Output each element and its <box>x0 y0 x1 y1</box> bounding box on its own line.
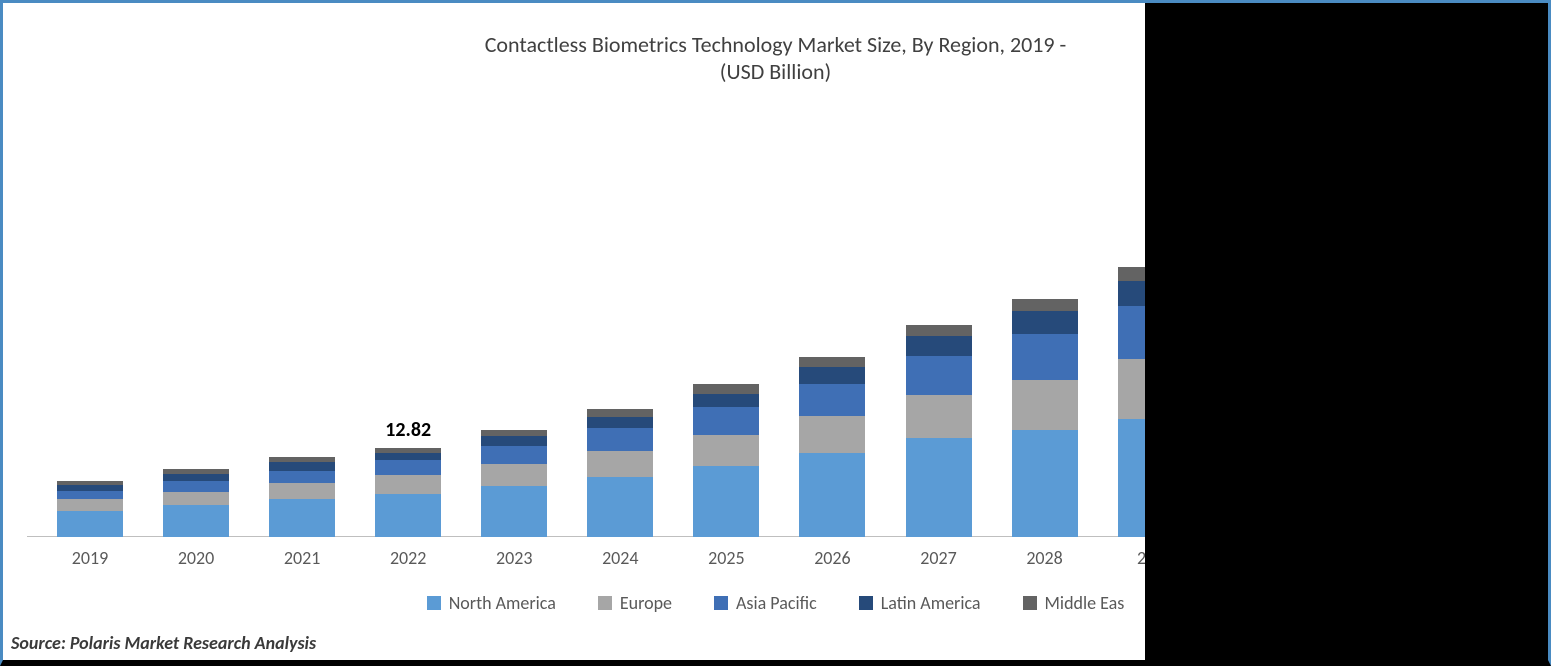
bar-segment <box>481 486 547 537</box>
bar-segment <box>906 336 972 356</box>
bar-slot <box>461 430 567 537</box>
legend-label: Asia Pacific <box>736 592 817 614</box>
bar-segment <box>1012 299 1078 312</box>
bar-segment <box>1012 430 1078 537</box>
bar-segment <box>799 357 865 367</box>
bar-stack <box>587 409 653 537</box>
x-axis-label: 2024 <box>567 539 673 569</box>
bar-segment <box>481 436 547 446</box>
bar-slot <box>143 469 249 537</box>
x-axis-label: 2021 <box>249 539 355 569</box>
x-axis-label: 2026 <box>779 539 885 569</box>
bar-slot <box>355 448 461 537</box>
bar-slot <box>886 325 992 537</box>
bar-segment <box>906 395 972 438</box>
bar-segment <box>163 481 229 491</box>
bar-stack <box>163 469 229 537</box>
bar-segment <box>269 462 335 470</box>
legend-swatch <box>1023 596 1037 610</box>
bar-segment <box>163 474 229 481</box>
x-axis-label: 2020 <box>143 539 249 569</box>
bar-segment <box>799 367 865 384</box>
bar-stack <box>906 325 972 537</box>
bar-value-label: 12.82 <box>385 418 431 442</box>
legend-label: Middle Eas <box>1045 592 1125 614</box>
bar-stack <box>269 457 335 537</box>
bar-segment <box>57 491 123 499</box>
x-axis-label: 2027 <box>886 539 992 569</box>
bar-segment <box>375 475 441 494</box>
legend-item: Latin America <box>859 592 981 614</box>
bar-stack <box>799 357 865 537</box>
legend-swatch <box>598 596 612 610</box>
bar-segment <box>481 446 547 464</box>
bar-segment <box>693 407 759 434</box>
bar-segment <box>799 384 865 417</box>
x-axis-label: 2028 <box>992 539 1098 569</box>
bar-slot <box>567 409 673 537</box>
bar-slot <box>37 481 143 537</box>
bar-segment <box>587 409 653 417</box>
bar-segment <box>693 435 759 466</box>
chart-frame: Contactless Biometrics Technology Market… <box>0 0 1551 666</box>
legend-item: Asia Pacific <box>714 592 817 614</box>
bar-slot <box>249 457 355 537</box>
bar-segment <box>906 438 972 537</box>
bar-stack <box>1012 299 1078 537</box>
source-attribution: Source: Polaris Market Research Analysis <box>11 632 316 654</box>
bar-segment <box>375 453 441 461</box>
x-axis-label: 2019 <box>37 539 143 569</box>
legend-swatch <box>859 596 873 610</box>
bar-segment <box>269 499 335 537</box>
bar-segment <box>1012 334 1078 380</box>
bar-segment <box>799 416 865 453</box>
x-axis-label: 2025 <box>673 539 779 569</box>
bar-segment <box>587 417 653 429</box>
bar-segment <box>587 451 653 477</box>
bar-slot <box>779 357 885 537</box>
bar-segment <box>1012 380 1078 431</box>
bar-segment <box>693 394 759 408</box>
x-axis-label: 2023 <box>461 539 567 569</box>
bar-segment <box>163 492 229 505</box>
bar-segment <box>163 505 229 537</box>
bar-stack <box>693 384 759 537</box>
bar-segment <box>693 384 759 393</box>
legend-item: Europe <box>598 592 672 614</box>
bar-stack <box>57 481 123 537</box>
bar-stack <box>375 448 441 537</box>
bar-segment <box>269 483 335 499</box>
bar-segment <box>587 477 653 537</box>
bar-slot <box>673 384 779 537</box>
bar-stack <box>481 430 547 537</box>
black-overlay-rect <box>1145 3 1548 660</box>
legend-label: Latin America <box>881 592 981 614</box>
bar-segment <box>906 325 972 337</box>
bar-segment <box>906 356 972 395</box>
bar-segment <box>269 471 335 484</box>
bar-segment <box>481 464 547 486</box>
bar-slot <box>992 299 1098 537</box>
legend-item: North America <box>427 592 556 614</box>
legend-label: Europe <box>620 592 672 614</box>
bar-segment <box>587 428 653 450</box>
bar-segment <box>693 466 759 537</box>
bar-segment <box>57 511 123 537</box>
bar-segment <box>1012 311 1078 333</box>
bar-segment <box>375 494 441 537</box>
legend-label: North America <box>449 592 556 614</box>
legend-swatch <box>427 596 441 610</box>
bar-segment <box>57 499 123 510</box>
legend-swatch <box>714 596 728 610</box>
legend-item: Middle Eas <box>1023 592 1125 614</box>
bar-segment <box>799 453 865 537</box>
x-axis-label: 2022 <box>355 539 461 569</box>
bar-segment <box>375 460 441 475</box>
